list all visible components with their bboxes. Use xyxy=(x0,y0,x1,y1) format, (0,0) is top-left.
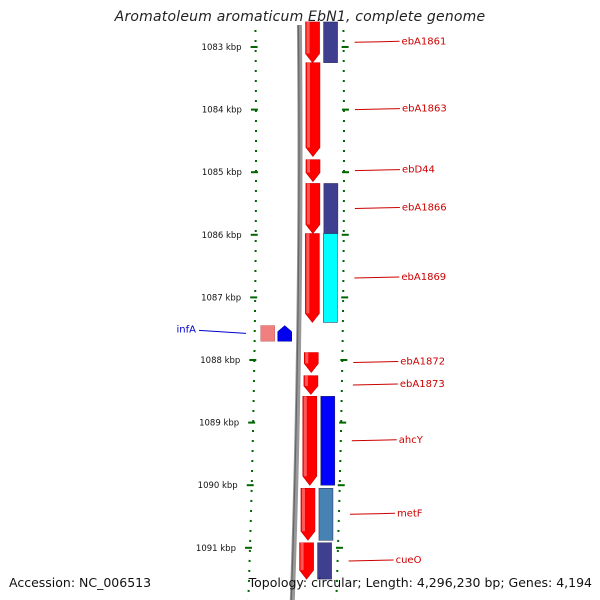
gene-label-infA: infA xyxy=(177,324,197,335)
gene-label-line-ebA1866 xyxy=(354,207,400,210)
gene-label-line-ahcY xyxy=(351,439,397,442)
gene-box-infA xyxy=(260,325,275,342)
gene-arrow-highlight-metF xyxy=(301,488,305,532)
gene-arrow-highlight-ebA1863 xyxy=(306,62,310,148)
scale-tick-label: 1084 kbp xyxy=(202,106,242,116)
gene-label-line-ebA1861 xyxy=(354,40,400,43)
gene-arrow-highlight-ebD44 xyxy=(306,159,310,173)
scale-tick-label: 1085 kbp xyxy=(202,168,242,178)
gene-arrow-highlight-ebA1869 xyxy=(306,233,310,314)
gene-label-line-ebD44 xyxy=(354,169,400,172)
gene-label-line-ebA1863 xyxy=(354,108,400,111)
gene-category-box-metF xyxy=(318,488,334,541)
scale-tick-label: 1090 kbp xyxy=(198,481,238,491)
gene-arrow-highlight-ebA1873 xyxy=(304,375,308,386)
scale-tick-label: 1087 kbp xyxy=(201,293,241,303)
gene-label-cueO: cueO xyxy=(396,555,422,566)
gene-category-box-ebA1869 xyxy=(323,233,338,323)
genome-backbone xyxy=(289,24,303,600)
scale-tick-label: 1086 kbp xyxy=(202,231,242,241)
gene-category-box-ebA1866 xyxy=(323,183,339,234)
gene-category-box-ebA1861 xyxy=(323,21,338,63)
gene-arrow-highlight-ahcY xyxy=(303,396,307,477)
gene-label-line-ebA1869 xyxy=(354,276,400,279)
gene-label-line-cueO xyxy=(348,559,394,562)
accession-info: Accession: NC_006513 xyxy=(9,575,152,590)
gene-label-ebA1861: ebA1861 xyxy=(402,36,447,47)
scale-tick-label: 1083 kbp xyxy=(202,43,242,53)
topology-info: Topology: circular; Length: 4,296,230 bp… xyxy=(248,575,592,590)
gene-category-box-cueO xyxy=(317,542,332,580)
gene-label-ebA1863: ebA1863 xyxy=(402,104,447,115)
scale-dotted-line xyxy=(247,29,257,600)
gene-label-ebA1873: ebA1873 xyxy=(400,379,445,390)
gene-label-ebA1866: ebA1866 xyxy=(402,203,447,214)
gene-arrow-infA xyxy=(277,325,292,342)
gene-arrow-highlight-ebA1872 xyxy=(305,352,309,364)
gene-arrow-highlight-ebA1861 xyxy=(306,21,310,54)
gene-label-metF: metF xyxy=(397,508,423,519)
gene-label-ebD44: ebD44 xyxy=(402,165,435,176)
gene-label-line-ebA1872 xyxy=(353,361,399,364)
gene-label-ebA1872: ebA1872 xyxy=(400,357,445,368)
scale-tick-label: 1088 kbp xyxy=(200,356,240,366)
gene-label-line-metF xyxy=(349,512,395,515)
gene-label-line-ebA1873 xyxy=(352,383,398,386)
gene-label-ahcY: ahcY xyxy=(399,435,424,446)
scale-tick-label: 1091 kbp xyxy=(196,544,236,554)
gene-arrow-highlight-ebA1866 xyxy=(306,183,310,225)
gene-category-box-ahcY xyxy=(320,396,336,486)
scale-tick-label: 1089 kbp xyxy=(199,419,239,429)
gene-label-line-infA xyxy=(198,329,247,334)
genome-backbone-edge xyxy=(290,24,300,600)
page-title: Aromatoleum aromaticum EbN1, complete ge… xyxy=(114,9,486,25)
gene-arrow-highlight-cueO xyxy=(300,542,304,571)
gene-label-ebA1869: ebA1869 xyxy=(401,272,446,283)
